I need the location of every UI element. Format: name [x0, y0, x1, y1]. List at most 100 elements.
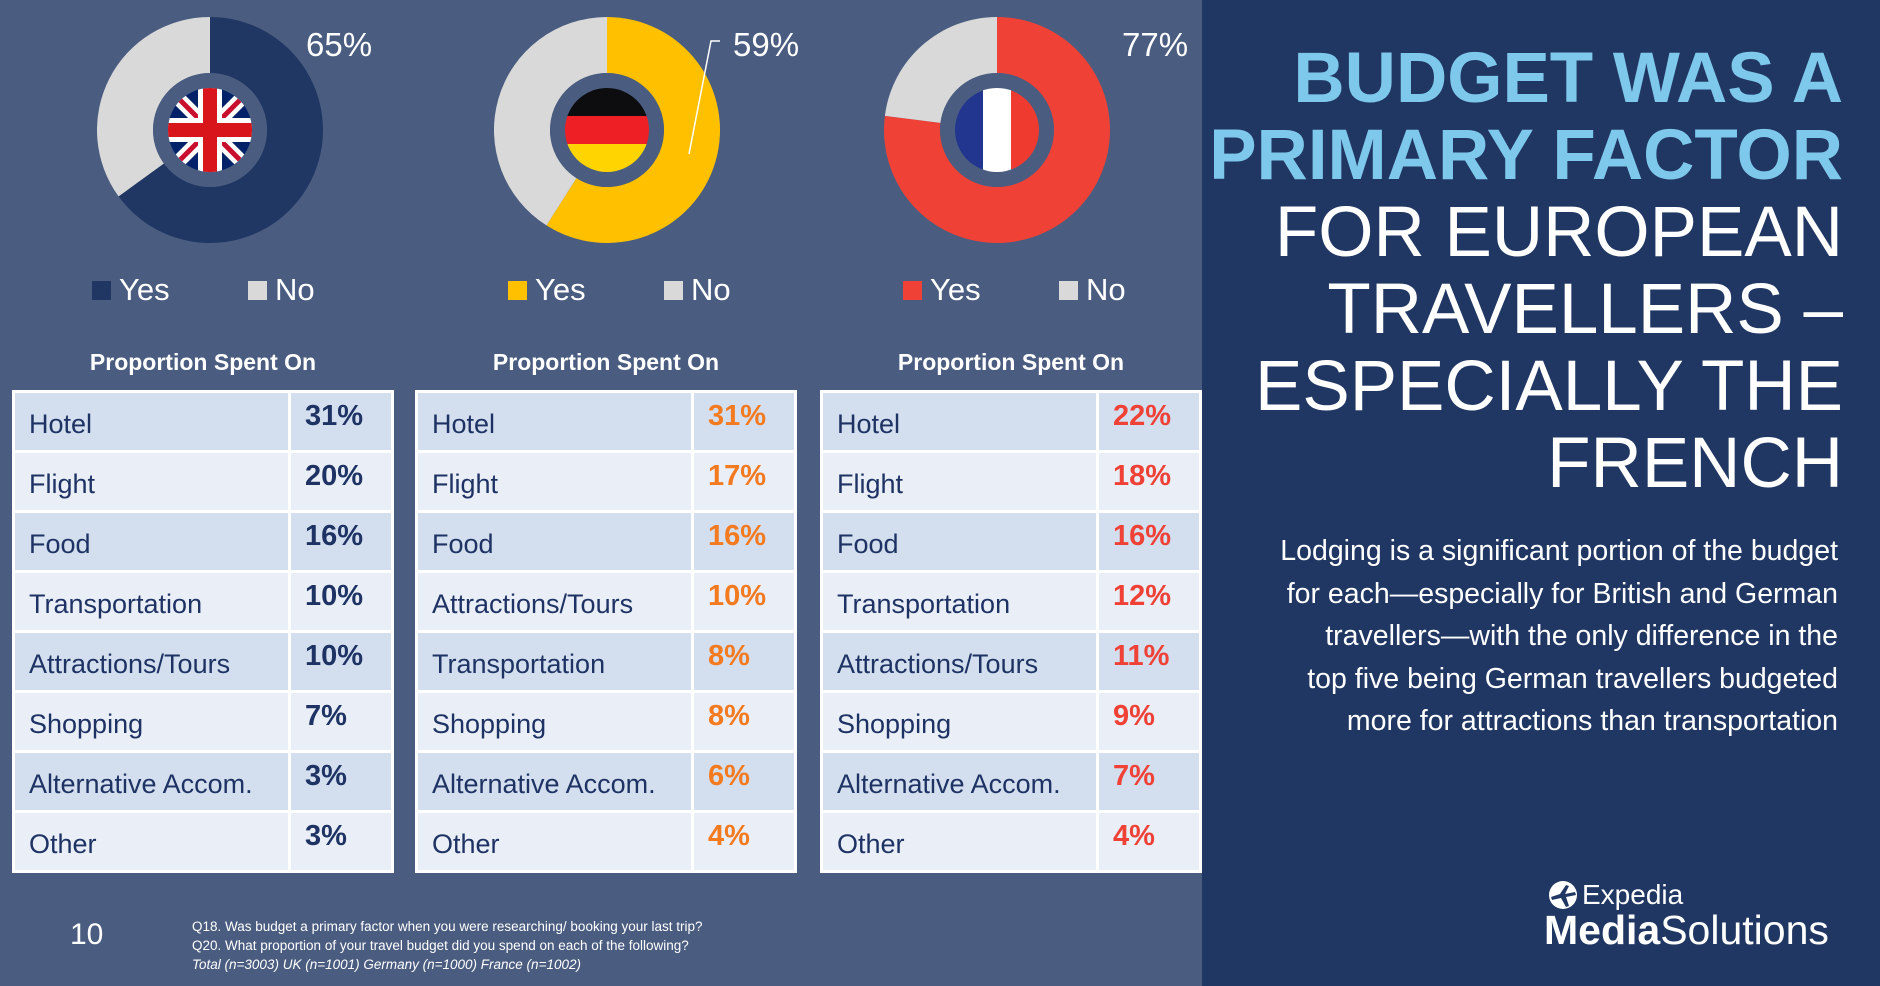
- category-cell: Hotel: [12, 390, 291, 453]
- value-cell: 16%: [1096, 510, 1202, 573]
- value-cell: 6%: [691, 750, 797, 813]
- expedia-globe-icon: [1549, 881, 1577, 909]
- footnote-q18: Q18. Was budget a primary factor when yo…: [192, 919, 703, 934]
- table-row: Transportation 12%: [820, 570, 1202, 633]
- donut-slice-no: [97, 17, 210, 197]
- logo-media-text: Media: [1544, 907, 1661, 953]
- value-cell: 9%: [1096, 690, 1202, 753]
- france-donut-chart: [884, 17, 1110, 244]
- table-row: Alternative Accom. 7%: [820, 750, 1202, 813]
- donut-slice-yes: [118, 17, 323, 243]
- value-cell: 7%: [288, 690, 394, 753]
- category-cell: Hotel: [415, 390, 694, 453]
- category-cell: Attractions/Tours: [415, 570, 694, 633]
- donut-slice-no: [884, 17, 997, 123]
- uk-flag-icon: [168, 88, 252, 172]
- logo-solutions-text: Solutions: [1660, 907, 1829, 953]
- germany-flag-icon: [565, 88, 649, 172]
- category-cell: Other: [820, 810, 1099, 873]
- headline-line: PRIMARY FACTOR: [1209, 116, 1843, 195]
- table-row: Hotel 31%: [415, 390, 797, 453]
- table-row: Food 16%: [12, 510, 394, 573]
- table-row: Shopping 7%: [12, 690, 394, 753]
- headline-line: BUDGET WAS A: [1293, 39, 1843, 118]
- value-cell: 3%: [288, 810, 394, 873]
- headline-line: TRAVELLERS –: [1327, 270, 1843, 349]
- category-cell: Other: [12, 810, 291, 873]
- legend-swatch-no: [664, 280, 683, 300]
- value-cell: 3%: [288, 750, 394, 813]
- footnote-q20: Q20. What proportion of your travel budg…: [192, 938, 689, 953]
- table-row: Flight 18%: [820, 450, 1202, 513]
- legend-label: Yes: [930, 272, 981, 307]
- value-cell: 17%: [691, 450, 797, 513]
- donut-slice-yes: [884, 17, 1110, 244]
- france-flag-icon: [955, 88, 1039, 172]
- value-cell: 31%: [288, 390, 394, 453]
- legend-item-yes: Yes: [508, 272, 586, 308]
- uk-donut-chart: [97, 17, 323, 243]
- value-cell: 7%: [1096, 750, 1202, 813]
- france-yes-percent-label: 77%: [1122, 26, 1189, 63]
- table-row: Flight 20%: [12, 450, 394, 513]
- value-cell: 16%: [288, 510, 394, 573]
- legend-swatch-yes: [508, 280, 527, 300]
- category-cell: Transportation: [12, 570, 291, 633]
- legend-swatch-no: [1059, 280, 1078, 300]
- headline-line: FOR EUROPEAN: [1274, 193, 1843, 272]
- summary-text: Lodging is a significant portion of the …: [1280, 535, 1838, 737]
- charts-panel: 65% 59% 77% Yes No Yes No Yes No: [0, 0, 1202, 986]
- legend-swatch-no: [248, 280, 267, 300]
- legend-swatch-yes: [903, 280, 922, 300]
- table-row: Hotel 31%: [12, 390, 394, 453]
- category-cell: Flight: [415, 450, 694, 513]
- value-cell: 10%: [288, 570, 394, 633]
- table-row: Other 4%: [415, 810, 797, 873]
- germany-donut-chart: [494, 17, 720, 243]
- table-row: Attractions/Tours 10%: [415, 570, 797, 633]
- table-row: Flight 17%: [415, 450, 797, 513]
- legend-label: No: [1086, 272, 1126, 307]
- value-cell: 18%: [1096, 450, 1202, 513]
- table-row: Transportation 8%: [415, 630, 797, 693]
- table-row: Shopping 9%: [820, 690, 1202, 753]
- uk-yes-percent-label: 65%: [306, 26, 373, 63]
- table-row: Other 3%: [12, 810, 394, 873]
- category-cell: Shopping: [820, 690, 1099, 753]
- logo-expedia-text: Expedia: [1582, 879, 1684, 910]
- value-cell: 4%: [1096, 810, 1202, 873]
- category-cell: Alternative Accom.: [12, 750, 291, 813]
- france-table-title: Proportion Spent On: [897, 349, 1125, 375]
- table-row: Other 4%: [820, 810, 1202, 873]
- legend-swatch-yes: [92, 280, 111, 300]
- value-cell: 8%: [691, 690, 797, 753]
- value-cell: 4%: [691, 810, 797, 873]
- table-row: Attractions/Tours 11%: [820, 630, 1202, 693]
- germany-table-title: Proportion Spent On: [492, 349, 720, 375]
- headline: BUDGET WAS A PRIMARY FACTOR FOR EUROPEAN…: [1209, 40, 1843, 502]
- table-row: Attractions/Tours 10%: [12, 630, 394, 693]
- category-cell: Transportation: [415, 630, 694, 693]
- footnote-sample-base: Total (n=3003) UK (n=1001) Germany (n=10…: [192, 957, 581, 972]
- germany-spend-table: Hotel 31% Flight 17% Food 16% Attractions/Tour…: [415, 390, 797, 873]
- legend-item-yes: Yes: [92, 272, 170, 308]
- value-cell: 12%: [1096, 570, 1202, 633]
- legend-label: Yes: [119, 272, 170, 307]
- category-cell: Alternative Accom.: [820, 750, 1099, 813]
- donut-slice-yes: [546, 17, 720, 243]
- uk-spend-table: Hotel 31% Flight 20% Food 16% Transportation 10…: [12, 390, 394, 873]
- category-cell: Transportation: [820, 570, 1099, 633]
- table-row: Food 16%: [820, 510, 1202, 573]
- table-row: Alternative Accom. 3%: [12, 750, 394, 813]
- category-cell: Food: [415, 510, 694, 573]
- legend-item-no: No: [248, 272, 315, 308]
- value-cell: 20%: [288, 450, 394, 513]
- category-cell: Shopping: [12, 690, 291, 753]
- legend-item-yes: Yes: [903, 272, 981, 308]
- page-number: 10: [70, 918, 104, 951]
- category-cell: Food: [12, 510, 291, 573]
- summary-panel: [1202, 0, 1880, 986]
- legend-item-no: No: [664, 272, 731, 308]
- category-cell: Shopping: [415, 690, 694, 753]
- category-cell: Flight: [820, 450, 1099, 513]
